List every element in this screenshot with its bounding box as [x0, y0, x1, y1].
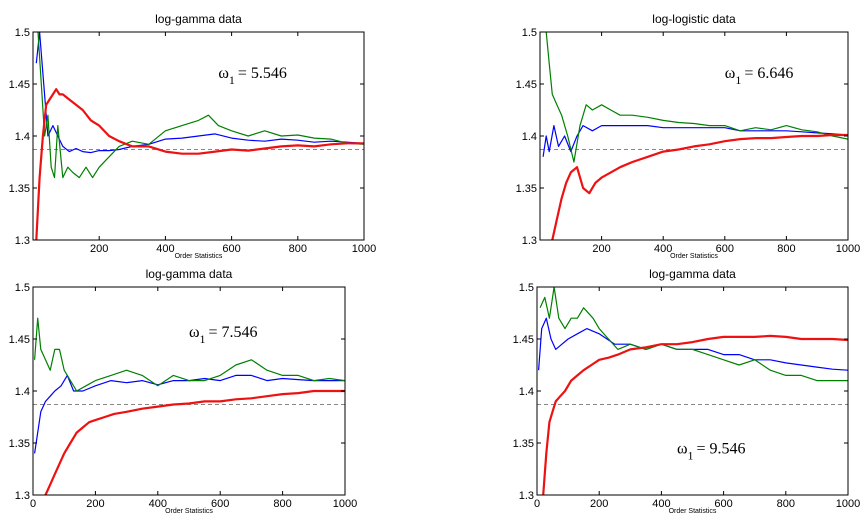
- y-tick-label: 1.45: [513, 334, 534, 346]
- series-line-1: [545, 32, 848, 163]
- x-tick-label: 400: [652, 498, 670, 510]
- omega-symbol: ω: [189, 324, 200, 341]
- series-line-0: [542, 125, 848, 157]
- y-tick-label: 1.5: [519, 282, 534, 294]
- y-tick-label: 1.3: [522, 235, 537, 247]
- y-tick-label: 1.4: [522, 131, 537, 143]
- chart-panel-top-right: log-logistic data 200 400 600 800 1000 1.3 1.35…: [516, 12, 861, 260]
- y-tick-label: 1.35: [9, 183, 30, 195]
- plot-area: [33, 287, 345, 495]
- y-tick-label: 1.5: [15, 27, 30, 39]
- x-tick-label: 600: [211, 498, 229, 510]
- x-tick-label: 800: [289, 243, 307, 255]
- x-tick-label: 200: [86, 498, 104, 510]
- chart-panel-bottom-left: log-gamma data 0 200 400 600 800 1000 1.3 1.35 1.…: [9, 267, 358, 513]
- chart-svg-bottom-left: log-gamma data 0 200 400 600 800 1000 1.3 1.35 1.…: [9, 267, 358, 513]
- plot-area: [537, 287, 848, 495]
- y-tick-label: 1.5: [15, 282, 30, 294]
- chart-svg-top-left: log-gamma data 200 400 600 800 1000 1.3 1.35 1.4…: [9, 12, 377, 260]
- chart-title: log-gamma data: [649, 267, 736, 281]
- x-tick-label: 200: [592, 243, 610, 255]
- omega-subscript: 1: [687, 448, 693, 462]
- x-axis-label: Order Statistics: [175, 253, 223, 260]
- x-tick-label: 600: [716, 243, 734, 255]
- chart-title: log-gamma data: [146, 267, 233, 281]
- x-tick-label: 0: [534, 498, 540, 510]
- series-group: [542, 32, 848, 240]
- x-axis-label: Order Statistics: [670, 253, 718, 260]
- y-tick-label: 1.45: [516, 79, 537, 91]
- y-tick-label: 1.5: [522, 27, 537, 39]
- x-tick-label: 400: [156, 243, 174, 255]
- omega-subscript: 1: [735, 73, 741, 87]
- x-tick-label: 1000: [836, 498, 860, 510]
- y-tick-label: 1.3: [519, 490, 534, 502]
- omega-subscript: 1: [229, 73, 235, 87]
- omega-annotation: ω1 = 7.546: [189, 324, 258, 346]
- y-tick-label: 1.3: [15, 490, 30, 502]
- x-tick-label: 1000: [836, 243, 860, 255]
- y-tick-label: 1.4: [15, 131, 30, 143]
- y-tick-label: 1.4: [15, 386, 30, 398]
- series-group: [538, 287, 848, 495]
- series-line-1: [34, 317, 345, 392]
- x-tick-label: 200: [590, 498, 608, 510]
- series-line-2: [35, 88, 364, 240]
- omega-value: = 6.646: [744, 65, 793, 82]
- chart-title: log-logistic data: [652, 12, 736, 26]
- x-tick-label: 800: [777, 243, 795, 255]
- y-tick-label: 1.3: [15, 235, 30, 247]
- x-tick-label: 1000: [333, 498, 357, 510]
- chart-panel-top-left: log-gamma data 200 400 600 800 1000 1.3 1.35 1.4…: [0, 0, 431, 260]
- y-tick-label: 1.4: [519, 386, 534, 398]
- x-tick-label: 400: [654, 243, 672, 255]
- y-tick-label: 1.35: [513, 438, 534, 450]
- series-line-0: [34, 374, 345, 454]
- x-tick-label: 1000: [352, 243, 376, 255]
- omega-annotation: ω1 = 5.546: [218, 65, 287, 87]
- y-tick-label: 1.35: [9, 438, 30, 450]
- series-line-2: [551, 133, 848, 240]
- chart-title: log-gamma data: [155, 12, 242, 26]
- x-tick-label: 400: [149, 498, 167, 510]
- y-tick-label: 1.45: [9, 79, 30, 91]
- omega-value: = 5.546: [238, 65, 287, 82]
- x-tick-label: 600: [222, 243, 240, 255]
- x-tick-label: 800: [273, 498, 291, 510]
- omega-symbol: ω: [218, 65, 229, 82]
- omega-annotation: ω1 = 6.646: [725, 65, 794, 87]
- series-line-2: [44, 389, 345, 495]
- series-group: [34, 317, 345, 495]
- omega-value: = 7.546: [209, 324, 258, 341]
- y-tick-label: 1.45: [9, 334, 30, 346]
- x-tick-label: 800: [777, 498, 795, 510]
- x-tick-label: 200: [90, 243, 108, 255]
- x-tick-label: 0: [30, 498, 36, 510]
- omega-value: = 9.546: [696, 440, 745, 457]
- chart-svg-top-right: log-logistic data 200 400 600 800 1000 1.3 1.35…: [516, 12, 861, 260]
- omega-annotation: ω1 = 9.546: [677, 440, 746, 462]
- omega-symbol: ω: [725, 65, 736, 82]
- series-line-2: [542, 334, 848, 495]
- y-tick-label: 1.35: [516, 183, 537, 195]
- omega-subscript: 1: [200, 332, 206, 346]
- x-axis-label: Order Statistics: [165, 508, 213, 513]
- x-tick-label: 600: [714, 498, 732, 510]
- series-line-1: [539, 287, 848, 382]
- series-group: [35, 32, 364, 240]
- omega-symbol: ω: [677, 440, 688, 457]
- x-axis-label: Order Statistics: [669, 508, 717, 513]
